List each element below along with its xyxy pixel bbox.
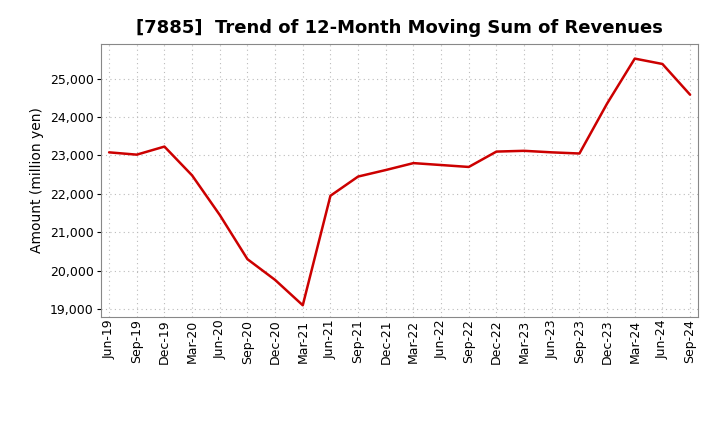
Y-axis label: Amount (million yen): Amount (million yen)	[30, 107, 45, 253]
Title: [7885]  Trend of 12-Month Moving Sum of Revenues: [7885] Trend of 12-Month Moving Sum of R…	[136, 19, 663, 37]
